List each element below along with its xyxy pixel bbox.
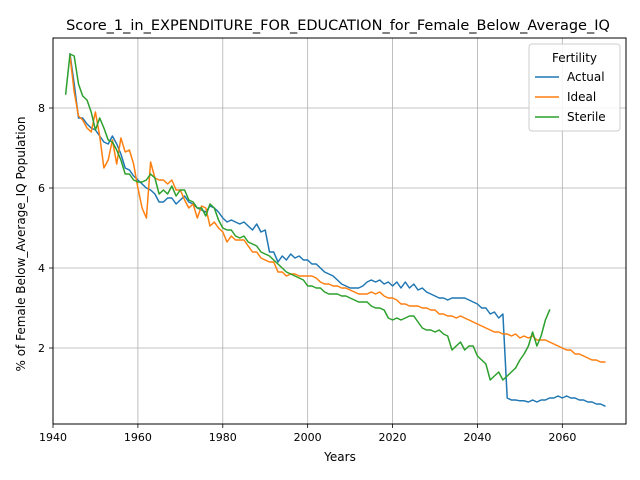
x-tick-label: 2020 bbox=[379, 431, 407, 444]
x-axis-ticks: 1940 1960 1980 2000 2020 2040 2060 bbox=[39, 424, 576, 444]
legend-label-ideal: Ideal bbox=[567, 90, 596, 104]
x-tick-label: 2060 bbox=[548, 431, 576, 444]
y-tick-label: 2 bbox=[38, 342, 45, 355]
chart-title: Score_1_in_EXPENDITURE_FOR_EDUCATION_for… bbox=[66, 18, 610, 34]
series-line-sterile bbox=[64, 53, 551, 381]
x-axis-label: Years bbox=[323, 450, 356, 464]
legend-label-sterile: Sterile bbox=[567, 110, 606, 124]
legend-title: Fertility bbox=[552, 51, 597, 65]
series-lines bbox=[64, 53, 606, 407]
legend-label-actual: Actual bbox=[567, 70, 605, 84]
legend-box bbox=[528, 43, 621, 132]
x-tick-label: 2000 bbox=[294, 431, 322, 444]
series-line-actual bbox=[69, 53, 606, 407]
x-tick-label: 1980 bbox=[209, 431, 237, 444]
legend-items: Actual Ideal Sterile bbox=[535, 70, 606, 124]
y-tick-label: 4 bbox=[38, 262, 45, 275]
series-line-ideal bbox=[69, 55, 606, 363]
x-tick-label: 2040 bbox=[463, 431, 491, 444]
y-tick-label: 6 bbox=[38, 182, 45, 195]
y-axis-label: % of Female Below_Average_IQ Population bbox=[14, 116, 28, 371]
legend: Fertility Actual Ideal Sterile bbox=[528, 43, 621, 132]
y-tick-label: 8 bbox=[38, 102, 45, 115]
x-tick-label: 1940 bbox=[39, 431, 67, 444]
x-tick-label: 1960 bbox=[124, 431, 152, 444]
y-axis-ticks: 2 4 6 8 bbox=[38, 102, 53, 355]
plot-frame bbox=[52, 37, 627, 425]
